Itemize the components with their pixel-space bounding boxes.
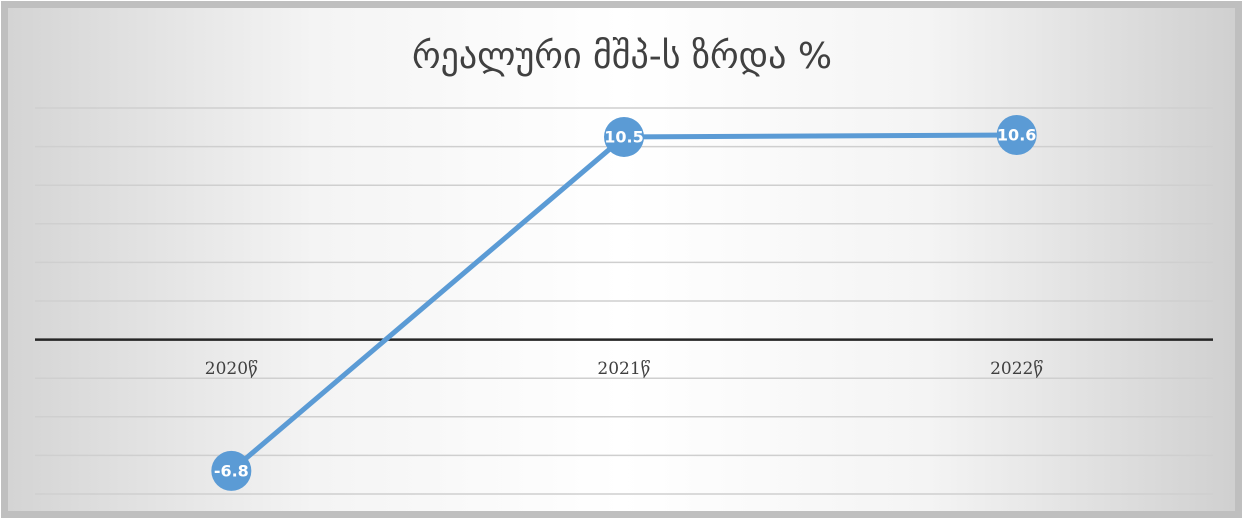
x-tick-label: 2022წ	[990, 359, 1043, 379]
data-label: -6.8	[214, 461, 249, 480]
data-label: 10.5	[604, 127, 643, 146]
x-tick-label: 2021წ	[597, 359, 650, 379]
data-label: 10.6	[997, 126, 1036, 145]
data-point	[211, 450, 252, 491]
plot-background	[8, 8, 1235, 511]
data-point	[996, 115, 1037, 156]
data-point	[604, 116, 644, 157]
x-tick-label: 2020წ	[205, 359, 258, 379]
chart-title: რეალური მშპ-ს ზრდა %	[412, 36, 832, 77]
